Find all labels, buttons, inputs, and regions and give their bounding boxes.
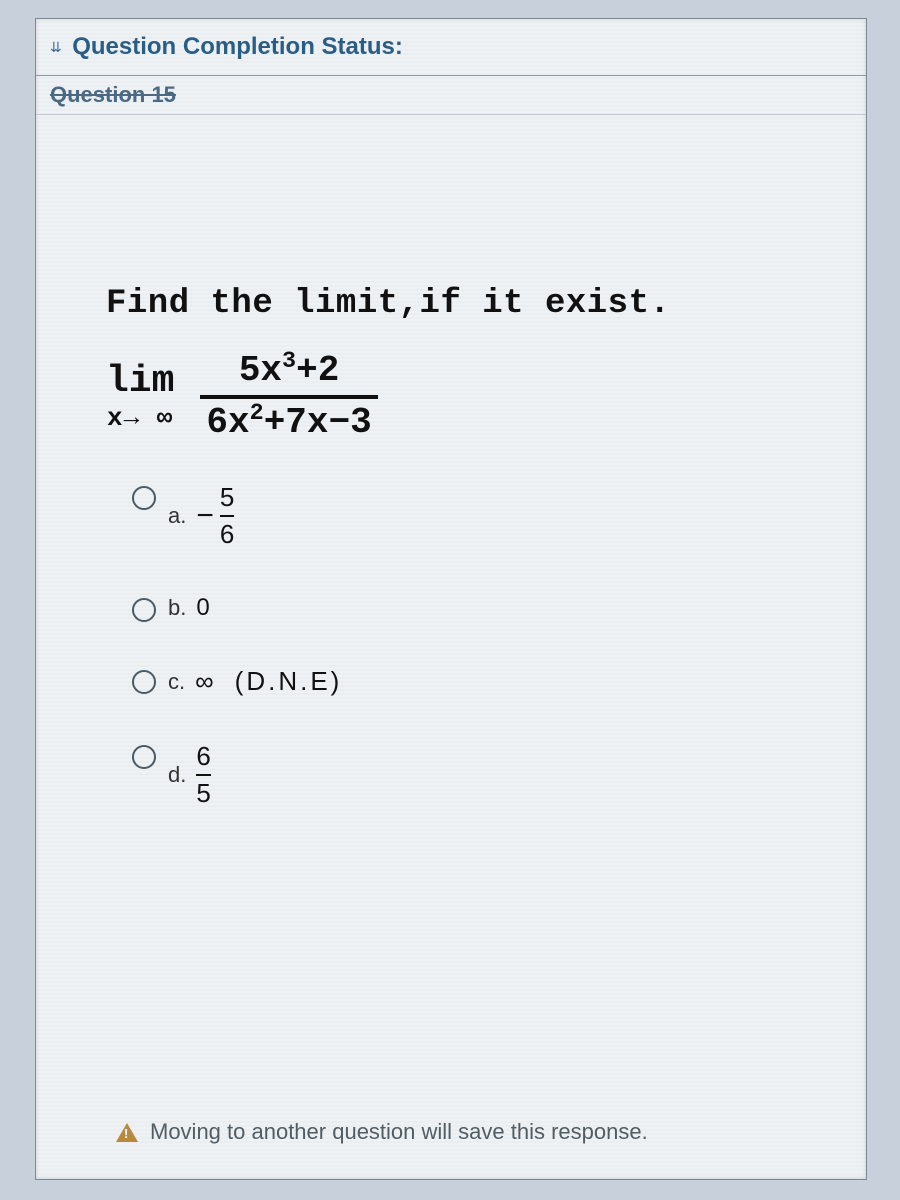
option-b-letter: b. bbox=[168, 595, 186, 621]
option-a-top: 5 bbox=[220, 482, 234, 513]
radio-c[interactable] bbox=[132, 670, 156, 694]
completion-status-title: Question Completion Status: bbox=[72, 33, 403, 61]
lim-word: lim bbox=[106, 363, 174, 401]
option-d-letter: d. bbox=[168, 762, 186, 788]
question-body: Find the limit,if it exist. lim x→ ∞ 5x3… bbox=[36, 145, 866, 809]
collapse-chevron-icon[interactable]: ⇊ bbox=[50, 40, 62, 54]
option-d-top: 6 bbox=[196, 741, 210, 772]
fraction-bar bbox=[200, 395, 377, 399]
save-response-text: Moving to another question will save thi… bbox=[150, 1119, 648, 1145]
radio-d[interactable] bbox=[132, 745, 156, 769]
warning-icon bbox=[116, 1123, 138, 1142]
option-a[interactable]: a. − 5 6 bbox=[132, 482, 816, 550]
limit-operator: lim x→ ∞ bbox=[106, 363, 174, 431]
option-a-minus: − bbox=[196, 499, 214, 533]
option-c[interactable]: c. ∞ (D.N.E) bbox=[132, 666, 816, 697]
radio-a[interactable] bbox=[132, 486, 156, 510]
option-b[interactable]: b. 0 bbox=[132, 594, 816, 622]
radio-b[interactable] bbox=[132, 598, 156, 622]
option-c-infinity: ∞ bbox=[195, 666, 217, 697]
answer-options: a. − 5 6 b. 0 c. bbox=[106, 482, 816, 809]
option-a-letter: a. bbox=[168, 503, 186, 529]
option-d[interactable]: d. 6 5 bbox=[132, 741, 816, 809]
question-breadcrumb[interactable]: Question 15 bbox=[50, 82, 176, 108]
option-d-bar bbox=[196, 774, 210, 776]
fraction-denominator: 6x2+7x−3 bbox=[200, 403, 377, 443]
option-a-bottom: 6 bbox=[220, 519, 234, 550]
lim-approach: x→ ∞ bbox=[107, 405, 173, 431]
option-b-text: 0 bbox=[196, 594, 209, 622]
fraction-numerator: 5x3+2 bbox=[233, 351, 345, 391]
option-c-dne: (D.N.E) bbox=[235, 666, 343, 697]
completion-status-bar[interactable]: ⇊ Question Completion Status: bbox=[36, 19, 866, 76]
option-d-bottom: 5 bbox=[196, 778, 210, 809]
option-a-fraction: 5 6 bbox=[220, 482, 234, 550]
question-prompt: Find the limit,if it exist. bbox=[106, 285, 816, 323]
option-c-letter: c. bbox=[168, 669, 185, 695]
question-sheet: ⇊ Question Completion Status: Question 1… bbox=[35, 18, 867, 1180]
limit-expression: lim x→ ∞ 5x3+2 6x2+7x−3 bbox=[106, 351, 816, 442]
option-d-fraction: 6 5 bbox=[196, 741, 210, 809]
option-a-bar bbox=[220, 515, 234, 517]
limit-fraction: 5x3+2 6x2+7x−3 bbox=[200, 351, 377, 442]
save-response-note: Moving to another question will save thi… bbox=[116, 1119, 648, 1145]
question-breadcrumb-row: Question 15 bbox=[36, 76, 866, 115]
